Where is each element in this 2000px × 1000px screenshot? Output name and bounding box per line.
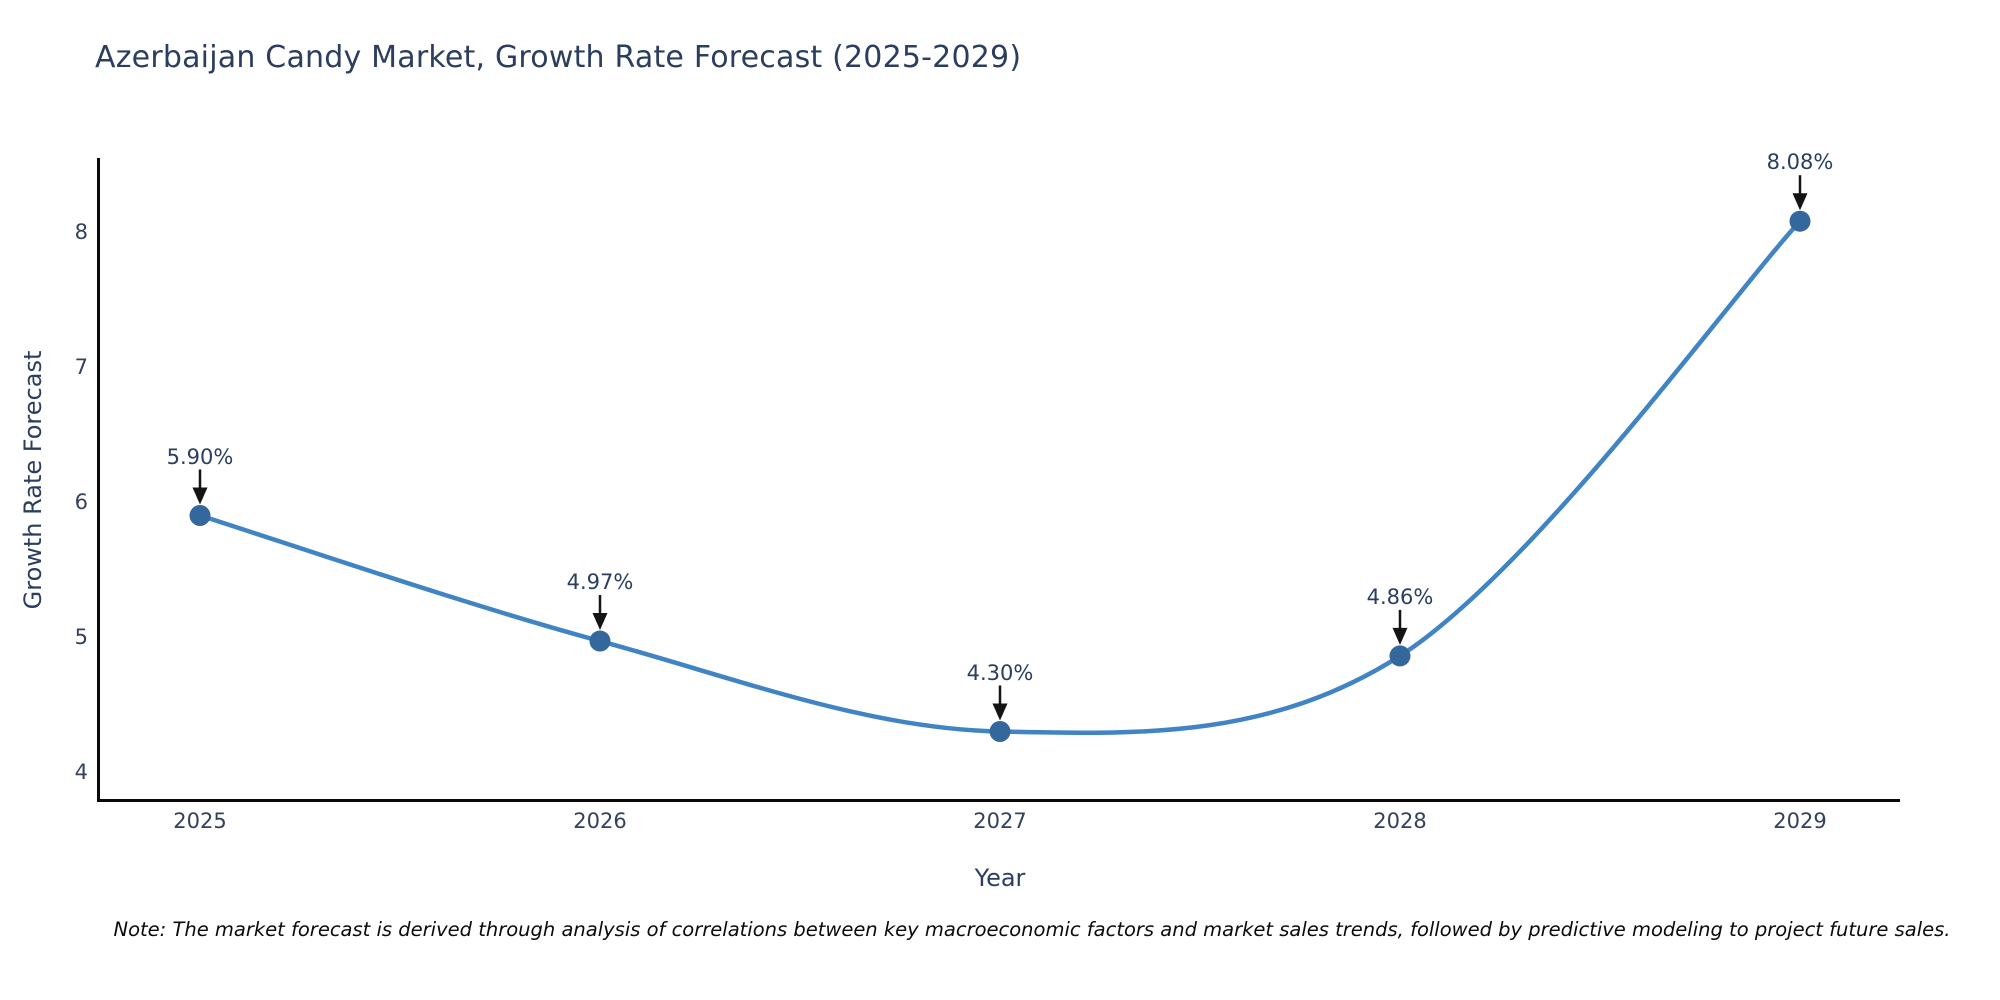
y-tick-label: 7 [74, 355, 88, 379]
x-tick-label: 2027 [973, 809, 1027, 833]
y-axis-title: Growth Rate Forecast [19, 350, 47, 610]
annotation-arrow-head [192, 487, 208, 505]
data-point-label: 4.97% [566, 570, 634, 595]
data-point-marker [1789, 210, 1811, 232]
annotation-arrow-head [1392, 627, 1408, 645]
footnote: Note: The market forecast is derived thr… [113, 918, 1951, 941]
annotation-arrow-head [592, 613, 608, 631]
y-tick-label: 6 [74, 490, 88, 514]
x-tick-label: 2028 [1373, 809, 1427, 833]
x-tick-label: 2026 [573, 809, 627, 833]
y-tick-label: 4 [74, 760, 88, 784]
chart-title: Azerbaijan Candy Market, Growth Rate For… [95, 40, 1022, 75]
data-point-label: 4.86% [1366, 584, 1434, 609]
x-axis-title: Year [974, 864, 1026, 892]
data-point-label: 4.30% [966, 660, 1034, 685]
data-point-label: 8.08% [1766, 150, 1834, 175]
x-tick-label: 2029 [1773, 809, 1827, 833]
trend-line [197, 218, 1803, 735]
y-tick-label: 8 [74, 220, 88, 244]
annotation-arrow-head [992, 703, 1008, 721]
annotation-arrow-head [1792, 193, 1808, 211]
data-point-marker [1389, 645, 1411, 667]
data-point-marker [989, 721, 1011, 742]
y-tick-label: 5 [74, 625, 88, 649]
data-point-marker [189, 505, 211, 526]
data-point-label: 5.90% [166, 444, 234, 469]
x-tick-label: 2025 [173, 809, 227, 833]
data-point-marker [589, 630, 611, 652]
